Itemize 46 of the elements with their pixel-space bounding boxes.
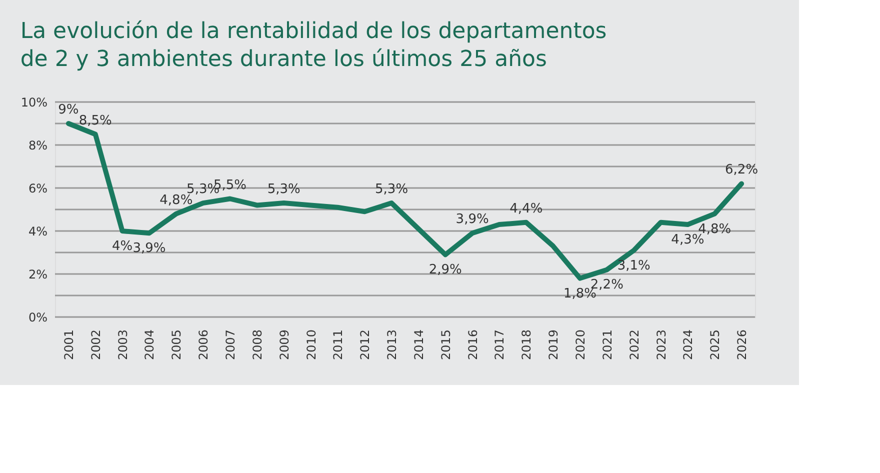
x-tick-label: 2021	[600, 330, 614, 360]
x-tick-label: 2026	[735, 330, 750, 360]
x-tick-label: 2006	[196, 330, 211, 360]
data-label: 6,2%	[725, 162, 758, 178]
data-label: 4,4%	[510, 201, 543, 216]
x-tick-label: 2019	[546, 330, 561, 360]
data-label: 3,9%	[456, 212, 489, 228]
x-tick-label: 2004	[142, 330, 157, 360]
x-tick-label: 2001	[62, 330, 76, 360]
y-tick-label: 6%	[28, 182, 48, 196]
x-tick-label: 2003	[116, 330, 130, 360]
data-label: 3,1%	[617, 258, 650, 274]
x-tick-label: 2016	[466, 330, 480, 360]
y-tick-label: 10%	[20, 96, 48, 110]
x-tick-label: 2013	[385, 330, 400, 360]
data-label: 2,9%	[428, 262, 462, 278]
x-tick-label: 2020	[574, 330, 588, 360]
y-tick-label: 8%	[28, 138, 48, 152]
y-tick-label: 2%	[28, 268, 48, 282]
y-tick-label: 4%	[28, 224, 48, 238]
x-tick-label: 2025	[708, 330, 722, 360]
data-label: 4,3%	[671, 232, 704, 248]
x-tick-label: 2010	[304, 330, 318, 360]
x-tick-label: 2014	[412, 330, 426, 360]
x-tick-label: 2023	[654, 330, 668, 360]
data-label: 3,9%	[132, 241, 166, 256]
x-tick-label: 2011	[331, 330, 346, 360]
data-label: 5,3%	[267, 182, 300, 198]
x-tick-label: 2022	[627, 330, 642, 360]
x-tick-label: 2008	[250, 330, 264, 360]
x-tick-label: 2009	[277, 330, 292, 360]
data-label: 8,5%	[78, 113, 112, 128]
x-tick-label: 2024	[681, 330, 696, 360]
data-label: 5,3%	[375, 182, 408, 198]
chart-title: La evolución de la rentabilidad de los departamentos de 2 y 3 ambientes durante los últimos 25 años	[20, 19, 607, 72]
x-tick-label: 2012	[358, 330, 372, 360]
x-tick-label: 2007	[224, 330, 238, 360]
data-label: 4%	[112, 239, 133, 254]
data-label: 4,8%	[160, 192, 193, 208]
x-tick-label: 2002	[88, 330, 103, 360]
y-tick-label: 0%	[28, 310, 48, 324]
x-tick-label: 2018	[520, 330, 534, 360]
x-tick-label: 2005	[170, 330, 184, 360]
data-label: 9%	[58, 102, 79, 118]
x-tick-label: 2017	[492, 330, 507, 360]
x-tick-label: 2015	[438, 330, 453, 360]
